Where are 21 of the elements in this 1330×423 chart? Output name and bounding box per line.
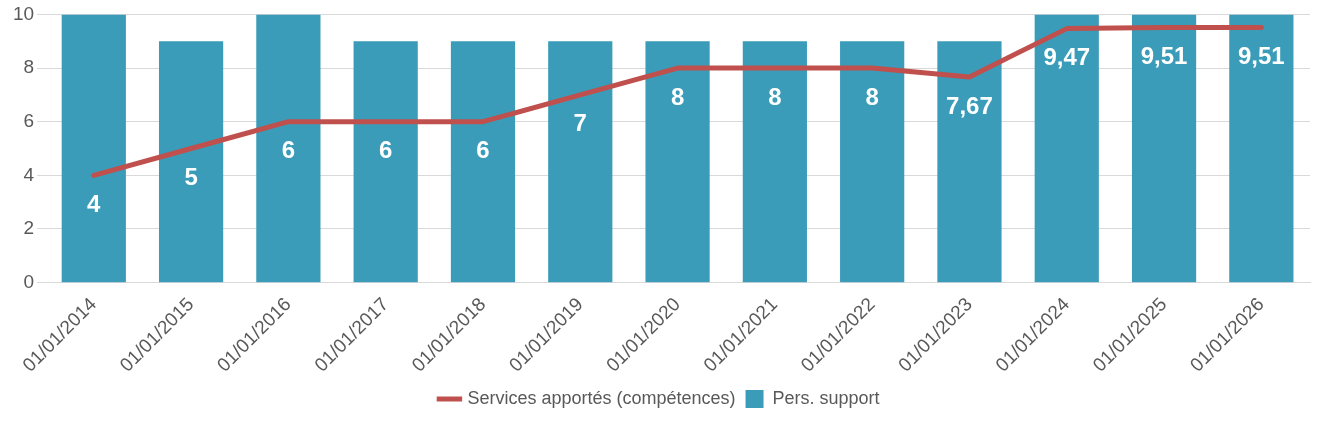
data-label: 4 bbox=[87, 189, 102, 217]
data-label: 8 bbox=[865, 82, 879, 110]
data-label: 8 bbox=[768, 82, 782, 110]
data-label: 6 bbox=[281, 136, 296, 164]
data-label: 6 bbox=[476, 136, 490, 164]
data-label: 9,51 bbox=[1237, 42, 1285, 70]
legend-label: Pers. support bbox=[772, 387, 880, 408]
y-tick-label: 2 bbox=[23, 217, 35, 239]
y-tick-label: 8 bbox=[23, 56, 35, 78]
data-label: 9,51 bbox=[1140, 42, 1188, 70]
data-label: 7 bbox=[573, 109, 587, 137]
y-tick-label: 6 bbox=[23, 109, 35, 131]
data-label: 7,67 bbox=[946, 91, 993, 119]
y-tick-label: 10 bbox=[12, 2, 35, 24]
legend-label: Services apportés (compétences) bbox=[467, 387, 736, 408]
data-label: 6 bbox=[378, 136, 393, 164]
data-label: 5 bbox=[184, 163, 198, 191]
data-label: 8 bbox=[670, 82, 685, 110]
y-tick-label: 0 bbox=[23, 270, 35, 292]
data-label: 9,47 bbox=[1043, 43, 1091, 71]
y-tick-label: 4 bbox=[23, 163, 35, 185]
